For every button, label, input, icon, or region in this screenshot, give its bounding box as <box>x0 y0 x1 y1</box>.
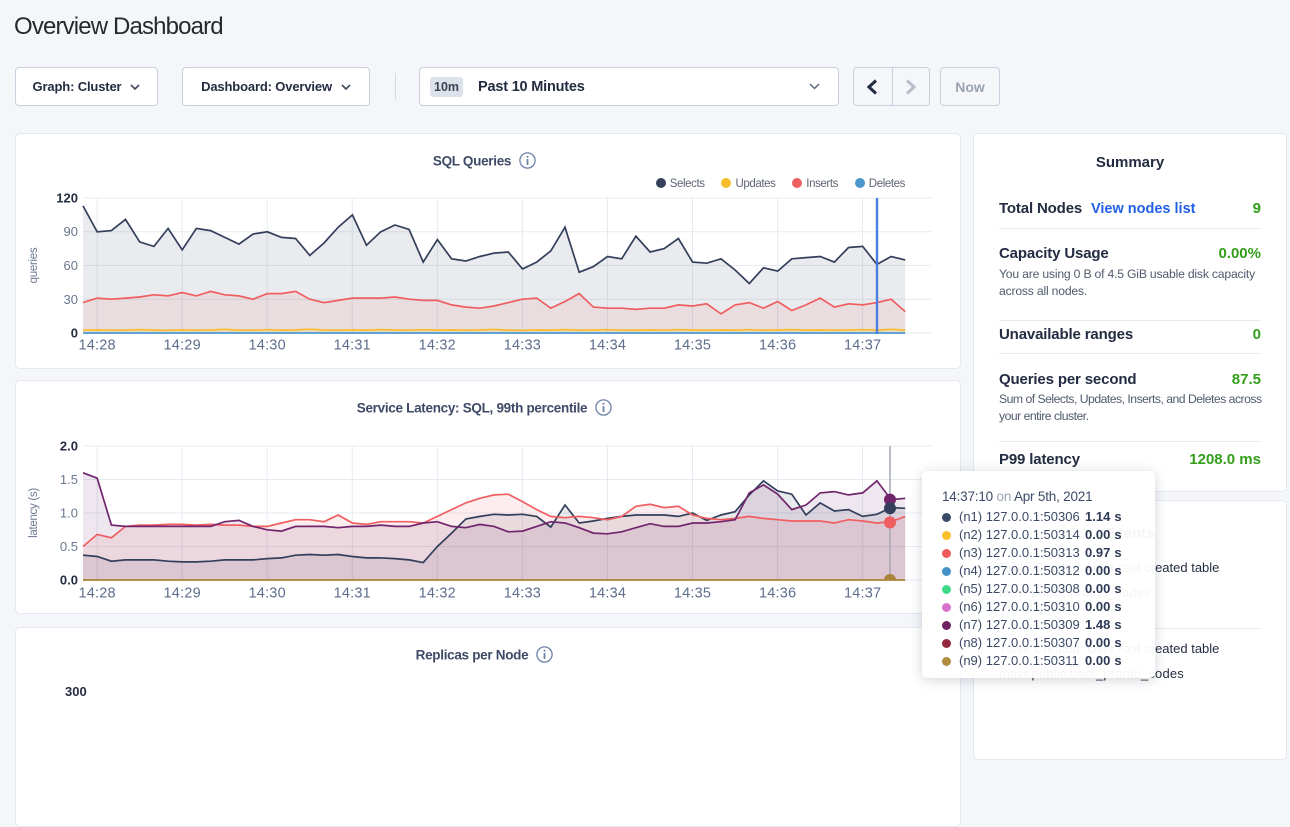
svg-text:90: 90 <box>64 224 78 239</box>
svg-text:14:30: 14:30 <box>249 338 286 354</box>
svg-text:1.5: 1.5 <box>60 472 78 487</box>
svg-text:14:30: 14:30 <box>249 586 286 602</box>
svg-text:14:35: 14:35 <box>674 586 711 602</box>
svg-text:14:31: 14:31 <box>334 586 371 602</box>
svg-text:30: 30 <box>64 292 78 307</box>
svg-text:queries: queries <box>28 247 40 283</box>
svg-text:14:32: 14:32 <box>419 586 456 602</box>
svg-text:14:36: 14:36 <box>759 338 796 354</box>
svg-text:60: 60 <box>64 258 78 273</box>
svg-text:14:36: 14:36 <box>759 586 796 602</box>
svg-text:14:37: 14:37 <box>844 338 881 354</box>
svg-text:1.0: 1.0 <box>60 506 78 521</box>
svg-text:14:33: 14:33 <box>504 338 541 354</box>
svg-text:2.0: 2.0 <box>60 439 78 454</box>
svg-text:14:29: 14:29 <box>164 586 201 602</box>
svg-text:0: 0 <box>71 326 78 341</box>
svg-text:14:32: 14:32 <box>419 338 456 354</box>
svg-text:14:28: 14:28 <box>78 586 115 602</box>
svg-text:14:34: 14:34 <box>589 338 626 354</box>
svg-text:latency (s): latency (s) <box>28 488 40 538</box>
svg-text:14:33: 14:33 <box>504 586 541 602</box>
svg-text:120: 120 <box>56 191 78 206</box>
svg-text:14:28: 14:28 <box>78 338 115 354</box>
svg-text:14:34: 14:34 <box>589 586 626 602</box>
svg-text:14:29: 14:29 <box>164 338 201 354</box>
svg-text:14:37: 14:37 <box>844 586 881 602</box>
svg-text:0.0: 0.0 <box>60 573 78 588</box>
svg-text:14:35: 14:35 <box>674 338 711 354</box>
svg-text:0.5: 0.5 <box>60 539 78 554</box>
svg-text:14:31: 14:31 <box>334 338 371 354</box>
